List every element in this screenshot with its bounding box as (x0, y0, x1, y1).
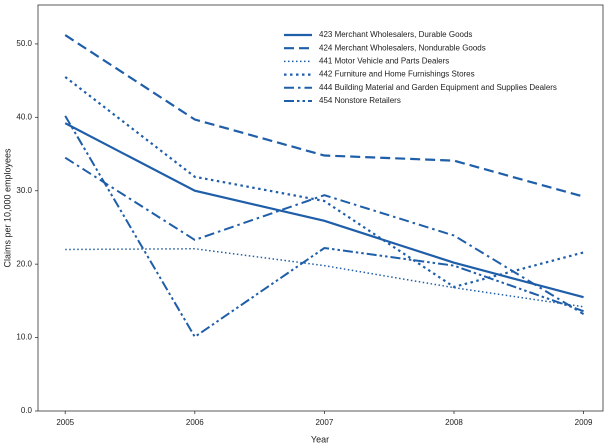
series-line (64, 156, 585, 315)
x-tick-label: 2007 (315, 418, 333, 427)
y-tick-label: 10.0 (16, 333, 32, 342)
legend-label: 441 Motor Vehicle and Parts Dealers (319, 57, 449, 66)
legend-label: 423 Merchant Wholesalers, Durable Goods (319, 30, 472, 39)
series-line (64, 76, 584, 289)
y-tick-label: 20.0 (16, 259, 32, 268)
series-line (64, 34, 584, 198)
y-axis-title: Claims per 10,000 employees (2, 148, 12, 268)
legend-label: 424 Merchant Wholesalers, Nondurable Goo… (319, 43, 486, 52)
x-tick-label: 2009 (575, 418, 593, 427)
x-tick-label: 2006 (186, 418, 204, 427)
x-tick-label: 2008 (445, 418, 463, 427)
legend-label: 444 Building Material and Garden Equipme… (319, 83, 557, 92)
y-tick-label: 50.0 (16, 39, 32, 48)
x-tick-label: 2005 (56, 418, 74, 427)
plot-frame (37, 4, 604, 412)
legend-label: 442 Furniture and Home Furnishings Store… (319, 70, 475, 79)
y-tick-label: 40.0 (16, 112, 32, 121)
series-line (64, 115, 584, 339)
y-tick-label: 0.0 (21, 406, 33, 415)
legend-label: 454 Nonstore Retailers (319, 96, 401, 105)
series-line (65, 247, 584, 308)
x-axis-title: Year (311, 434, 329, 444)
series-line (64, 122, 584, 299)
y-tick-label: 30.0 (16, 186, 32, 195)
